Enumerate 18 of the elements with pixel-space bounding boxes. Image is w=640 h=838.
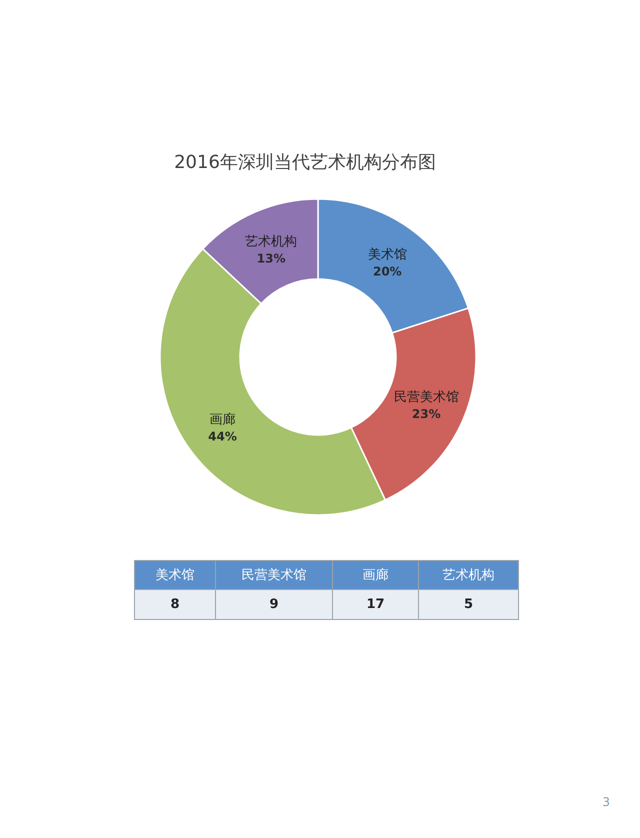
data-label: 20%	[372, 264, 402, 279]
category-label: 美术馆	[134, 560, 216, 590]
data-label: 13%	[256, 252, 286, 266]
category-label: 民营美术馆	[216, 560, 332, 590]
data-label: 8	[134, 590, 216, 620]
data-label: 5	[418, 590, 518, 620]
data-label: 23%	[412, 406, 441, 421]
slice-label: 美术馆	[368, 246, 407, 263]
data-label: 44%	[208, 429, 237, 444]
text: 3	[602, 795, 610, 809]
chart-title: 2016年深圳当代艺术机构分布图	[173, 151, 437, 174]
slice-label: 画廊	[210, 411, 236, 428]
slice-label: 民营美术馆	[394, 388, 459, 405]
category-label: 艺术机构	[418, 560, 518, 590]
data-label: 17	[332, 590, 418, 620]
category-label: 画廊	[332, 560, 418, 590]
slice-label: 艺术机构	[245, 234, 298, 250]
data-label: 9	[216, 590, 332, 620]
